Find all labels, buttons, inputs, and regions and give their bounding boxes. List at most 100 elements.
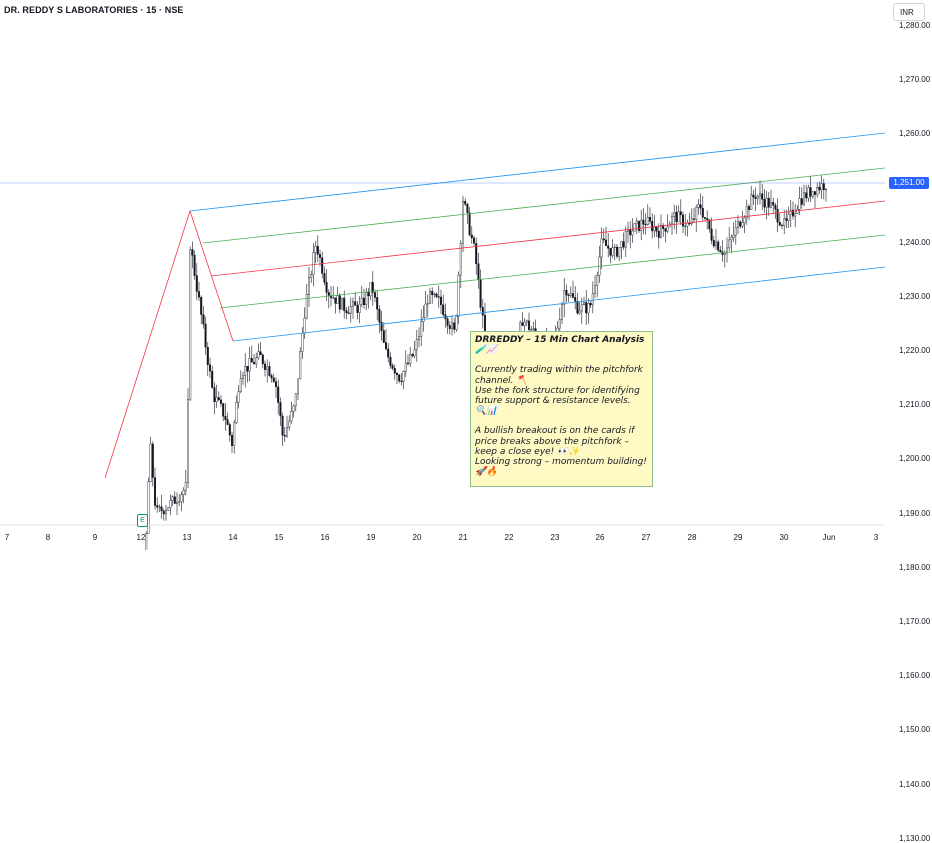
- candle-body: [182, 490, 185, 495]
- candle-body: [602, 238, 605, 241]
- candle-body: [226, 419, 229, 425]
- candle-body: [765, 197, 768, 208]
- time-tick-label: 19: [366, 533, 376, 542]
- candle-body: [442, 304, 445, 315]
- price-tick-label: 1,150.00: [899, 725, 931, 735]
- candle-body: [477, 263, 480, 280]
- candle-body: [761, 193, 764, 200]
- candle-body: [756, 195, 759, 199]
- note-line-4: Looking strong – momentum building!: [475, 457, 647, 468]
- candle-body: [270, 375, 273, 379]
- pitchfork-inner-lower-line[interactable]: [219, 234, 886, 309]
- candle-body: [252, 361, 255, 365]
- pitchfork-inner-upper-line[interactable]: [202, 167, 886, 244]
- candle-body: [728, 239, 731, 249]
- candle-body: [175, 502, 178, 504]
- candle-body: [629, 228, 632, 236]
- candle-body: [312, 252, 315, 275]
- candle-body: [640, 219, 643, 231]
- candle-body: [217, 397, 220, 401]
- candle-body: [336, 295, 339, 304]
- pitchfork-upper-line[interactable]: [189, 132, 886, 212]
- candle-body: [565, 289, 568, 296]
- candle-body: [739, 221, 742, 227]
- candle-body: [666, 226, 669, 232]
- candle-body: [369, 282, 372, 297]
- candle-body: [407, 362, 410, 365]
- candle-body: [616, 246, 619, 257]
- candle-body: [651, 221, 654, 232]
- symbol-title[interactable]: DR. REDDY S LABORATORIES · 15 · NSE: [4, 5, 184, 15]
- candle-body: [374, 292, 377, 298]
- price-tick-label: 1,170.00: [899, 617, 931, 627]
- candle-body: [426, 302, 429, 305]
- price-tick-label: 1,140.00: [899, 779, 931, 789]
- candle-body: [341, 297, 344, 310]
- candle-body: [660, 224, 663, 238]
- candle-body: [677, 211, 680, 223]
- candle-body: [752, 194, 755, 198]
- time-tick-label: 8: [45, 533, 51, 542]
- price-tick-label: 1,230.00: [899, 291, 931, 301]
- price-chart[interactable]: [0, 0, 932, 550]
- candle-body: [814, 191, 817, 195]
- candle-body: [631, 230, 634, 236]
- price-tick-label: 1,190.00: [899, 508, 931, 518]
- candle-body: [241, 375, 244, 379]
- candle-body: [699, 204, 702, 209]
- candle-body: [750, 194, 753, 210]
- candle-body: [803, 192, 806, 205]
- candle-body: [332, 297, 335, 299]
- candle-body: [778, 222, 781, 226]
- candle-body: [400, 380, 403, 383]
- pitchfork-handle-line[interactable]: [189, 210, 234, 342]
- candle-body: [613, 246, 616, 249]
- candle-body: [299, 351, 302, 380]
- candle-body: [334, 297, 337, 304]
- candle-body: [402, 371, 405, 382]
- candle-body: [574, 297, 577, 302]
- candle-body: [186, 398, 189, 483]
- price-tick-label: 1,130.00: [899, 833, 931, 843]
- candle-body: [627, 228, 630, 232]
- pitchfork-drawing[interactable]: [104, 132, 886, 479]
- pitchfork-lower-line[interactable]: [232, 266, 886, 342]
- candle-body: [195, 275, 198, 292]
- candle-body: [382, 330, 385, 343]
- current-price-badge: 1,251.00: [889, 177, 929, 189]
- candle-body: [693, 218, 696, 220]
- candle-body: [178, 501, 181, 503]
- candle-body: [798, 198, 801, 210]
- candle-body: [822, 183, 825, 190]
- candle-body: [228, 424, 231, 436]
- analysis-note[interactable]: DRREDDY – 15 Min Chart Analysis 🧪📈 Curre…: [470, 331, 653, 487]
- time-tick-label: 30: [779, 533, 789, 542]
- candle-body: [723, 252, 726, 255]
- candle-body: [743, 217, 746, 223]
- candle-body: [580, 304, 583, 312]
- pitchfork-median-line[interactable]: [210, 200, 886, 277]
- price-tick-label: 1,220.00: [899, 346, 931, 356]
- time-tick-label: 3: [873, 533, 879, 542]
- candle-body: [288, 420, 291, 428]
- candle-body: [268, 366, 271, 376]
- candle-body: [376, 297, 379, 310]
- candle-body: [649, 217, 652, 222]
- candle-body: [360, 297, 363, 305]
- candle-body: [200, 297, 203, 315]
- candle-body: [316, 245, 319, 255]
- pitchfork-pivot-line[interactable]: [104, 210, 191, 479]
- time-tick-label: 9: [92, 533, 98, 542]
- candle-body: [358, 303, 361, 313]
- candle-body: [305, 294, 308, 319]
- candle-body: [257, 351, 260, 358]
- currency-selector[interactable]: INR: [893, 3, 925, 21]
- candle-body: [794, 213, 797, 217]
- earnings-event-marker[interactable]: E: [137, 514, 148, 527]
- candle-body: [202, 314, 205, 325]
- candlestick-series: [145, 175, 828, 550]
- candle-body: [638, 220, 641, 231]
- note-title-emoji: 🧪📈: [475, 345, 498, 356]
- candle-body: [605, 239, 608, 247]
- candle-body: [719, 250, 722, 253]
